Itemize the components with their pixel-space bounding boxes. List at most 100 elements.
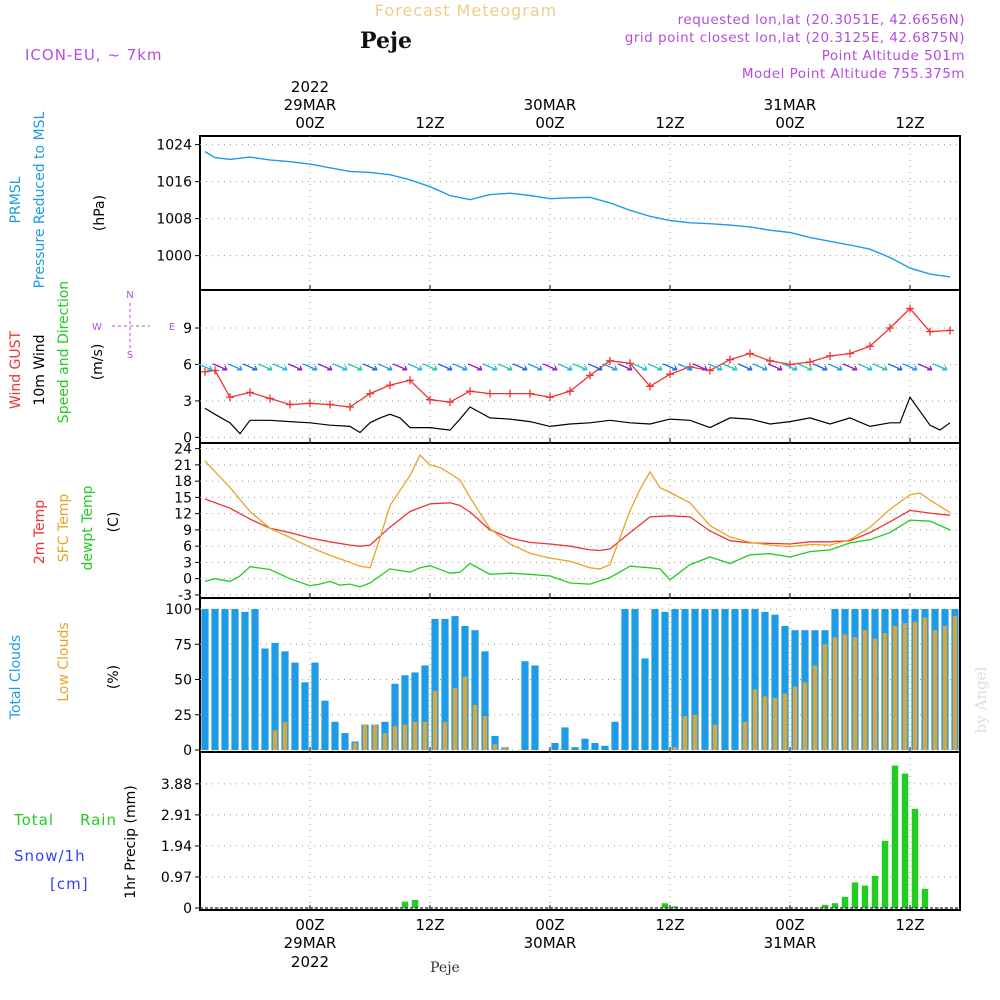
wind-arrow — [302, 363, 318, 371]
panel-precip: 0 0.97 1.94 2.91 3.88 — [161, 751, 961, 917]
precip-bar — [911, 808, 919, 908]
gust-point — [866, 342, 874, 351]
temperature-ytick-label: 18 — [174, 474, 192, 490]
gust-point — [326, 400, 334, 409]
precip-bar — [831, 903, 839, 908]
bottom-day-label: 31MAR — [764, 934, 817, 952]
temperature-frame — [199, 442, 961, 599]
snow-unit-label: [cm] — [50, 875, 89, 893]
total-cloud-bar — [441, 618, 449, 750]
model-label: ICON-EU, ~ 7km — [25, 46, 163, 64]
precip-bar — [871, 876, 879, 908]
low-cloud-bar — [832, 637, 838, 750]
total-cloud-bar — [311, 662, 319, 750]
wind-arrow — [257, 363, 273, 371]
total-cloud-bar — [451, 616, 459, 750]
total-cloud-bar — [571, 747, 579, 750]
precip-frame — [199, 751, 961, 911]
top-hour-label: 12Z — [895, 114, 924, 132]
low-cloud-bar — [782, 693, 788, 750]
low-cloud-bar — [942, 625, 948, 750]
precip-bar — [881, 840, 889, 908]
pressure-line — [204, 150, 951, 278]
total-cloud-bar — [401, 675, 409, 750]
precip-ytick-label: 0.97 — [161, 870, 192, 886]
bottom-hour-label: 00Z — [295, 916, 324, 934]
clouds-ytick-label: 100 — [165, 602, 192, 618]
temperature-ytick-label: 3 — [183, 555, 192, 571]
gust-point — [946, 326, 954, 335]
wind-arrow — [332, 363, 348, 371]
low-cloud-bar — [362, 724, 368, 750]
precip-bar — [851, 882, 859, 908]
total-cloud-bar — [781, 625, 789, 750]
total-cloud-bar — [761, 611, 769, 750]
total-cloud-bar — [291, 662, 299, 750]
pressure-ytick-label: 1008 — [156, 212, 192, 228]
low-cloud-bar — [382, 733, 388, 750]
wind-arrow — [872, 363, 888, 371]
top-hour-label: 00Z — [295, 114, 324, 132]
total-cloud-bar — [411, 672, 419, 750]
gust-point — [906, 304, 914, 313]
gust-point — [526, 389, 534, 398]
low-cloud-bar — [772, 697, 778, 750]
precip-bar — [861, 885, 869, 908]
gust-point — [826, 351, 834, 360]
precip-ytick-label: 1.94 — [161, 839, 192, 855]
gust-point — [926, 327, 934, 336]
clouds-ytick-label: 75 — [174, 637, 192, 653]
low-cloud-bar — [932, 630, 938, 750]
low-cloud-bar — [822, 644, 828, 750]
total-cloud-bar — [431, 618, 439, 750]
pressure-ytick-label: 1000 — [156, 249, 192, 265]
low-cloud-bar — [442, 721, 448, 750]
wind-arrow — [647, 363, 663, 371]
total-cloud-bar — [551, 742, 559, 750]
total-cloud-bar — [561, 727, 569, 750]
top-year-label: 2022 — [291, 78, 329, 96]
low-cloud-bar — [762, 696, 768, 750]
total-cloud-bar — [491, 735, 499, 750]
wind-arrow — [632, 363, 648, 371]
total-cloud-bar — [631, 609, 639, 750]
low-cloud-bar — [682, 716, 688, 750]
temperature-ytick-label: 0 — [183, 572, 192, 588]
low-cloud-bar — [502, 747, 508, 750]
panels: 10001008101610240369-3036912151821240255… — [156, 135, 961, 917]
precip-bar — [661, 903, 669, 908]
low-cloud-bar — [752, 689, 758, 750]
low-cloud-bar — [432, 690, 438, 750]
total-cloud-bar — [231, 609, 239, 750]
low-cloud-bar — [392, 726, 398, 750]
pressure-label-long: Pressure Reduced to MSL — [32, 111, 48, 288]
bottom-hour-label: 12Z — [895, 916, 924, 934]
low-cloud-bar — [882, 633, 888, 750]
total-cloud-bar — [581, 738, 589, 750]
total-cloud-bar — [771, 614, 779, 750]
wind-arrow — [212, 363, 228, 371]
low-cloud-bar — [412, 721, 418, 750]
gridpoint-coords: grid point closest lon,lat (20.3125E, 42… — [625, 30, 965, 46]
low-cloud-bar — [902, 623, 908, 750]
low-cloud-bar — [452, 687, 458, 750]
chart-title: Forecast Meteogram — [375, 1, 557, 20]
wind-arrow — [887, 363, 903, 371]
total-cloud-bar — [711, 609, 719, 750]
pressure-ytick-label: 1016 — [156, 175, 192, 191]
clouds-unit-label: (%) — [106, 665, 122, 689]
clouds-ytick-label: 25 — [174, 708, 192, 724]
bottom-hour-label: 12Z — [655, 916, 684, 934]
total-cloud-bar — [671, 609, 679, 750]
wind-arrow — [917, 363, 933, 371]
gust-point — [506, 389, 514, 398]
total-cloud-bar — [601, 745, 609, 750]
gust-point — [726, 355, 734, 364]
temperature-unit-label: (C) — [106, 512, 122, 533]
footer-location: Peje — [430, 960, 460, 976]
low-cloud-bar — [952, 616, 958, 750]
low-cloud-bar — [472, 704, 478, 750]
total-cloud-bar — [611, 721, 619, 750]
